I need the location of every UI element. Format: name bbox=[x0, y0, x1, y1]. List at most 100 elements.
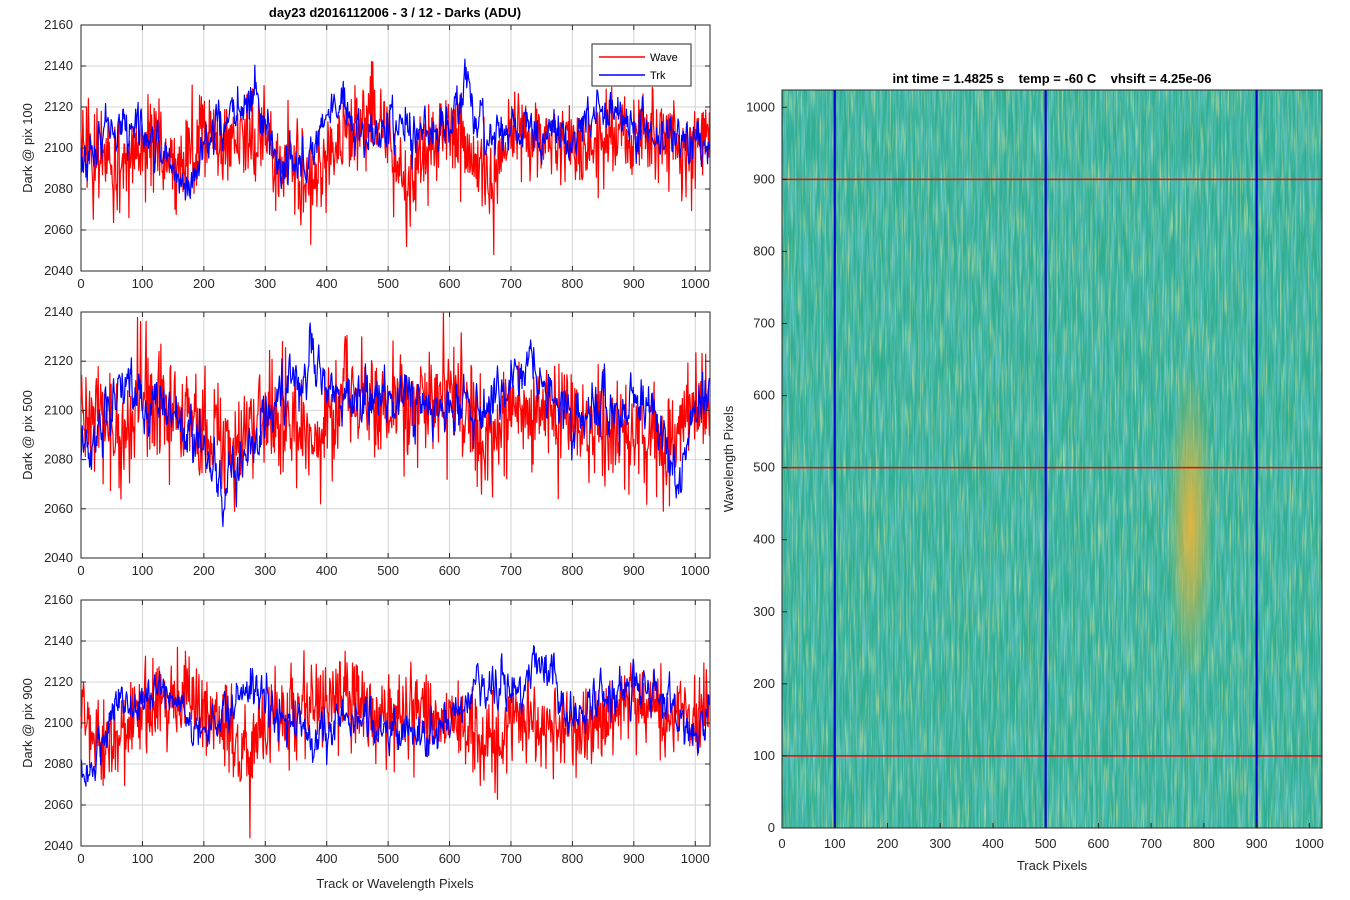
heatmap-x-tick-label: 400 bbox=[982, 836, 1004, 851]
panel2-y-ticks: 2040 2060 2080 2100 2120 2140 bbox=[44, 304, 710, 565]
heatmap-x-axis-label: Track Pixels bbox=[1017, 858, 1088, 873]
y-tick-label: 2080 bbox=[44, 756, 73, 771]
x-tick-label: 700 bbox=[500, 276, 522, 291]
x-tick-label: 600 bbox=[439, 563, 461, 578]
x-tick-label: 800 bbox=[562, 851, 584, 866]
panel2-x-ticks: 0 100 200 300 400 500 600 700 800 900 1000 bbox=[77, 312, 710, 578]
x-tick-label: 100 bbox=[132, 276, 154, 291]
heatmap-x-tick-label: 200 bbox=[877, 836, 899, 851]
heatmap-noise-warm bbox=[782, 90, 1322, 828]
panel1-title: day23 d2016112006 - 3 / 12 - Darks (ADU) bbox=[269, 5, 521, 20]
y-tick-label: 2080 bbox=[44, 181, 73, 196]
heatmap-x-tick-label: 700 bbox=[1140, 836, 1162, 851]
y-tick-label: 2040 bbox=[44, 263, 73, 278]
panel2-background bbox=[80, 311, 711, 559]
series-line-trk bbox=[80, 644, 710, 787]
heatmap-y-tick-label: 0 bbox=[768, 820, 775, 835]
series-line-trk bbox=[80, 58, 710, 201]
y-tick-label: 2120 bbox=[44, 99, 73, 114]
panel1-y-axis-label: Dark @ pix 100 bbox=[20, 103, 35, 193]
heatmap-y-tick-label: 900 bbox=[753, 171, 775, 186]
heatmap-y-tick-label: 200 bbox=[753, 676, 775, 691]
x-tick-label: 600 bbox=[439, 851, 461, 866]
legend-box bbox=[591, 43, 692, 87]
x-tick-label: 200 bbox=[193, 851, 215, 866]
x-tick-label: 0 bbox=[77, 563, 84, 578]
x-tick-label: 700 bbox=[500, 851, 522, 866]
panel3-y-axis-label: Dark @ pix 900 bbox=[20, 678, 35, 768]
panel-dark-pix-500: 0 100 200 300 400 500 600 700 800 900 1000 2040 206… bbox=[20, 304, 711, 578]
y-tick-label: 2100 bbox=[44, 140, 73, 155]
y-tick-label: 2040 bbox=[44, 838, 73, 853]
heatmap-x-tick-label: 500 bbox=[1035, 836, 1057, 851]
heatmap-x-tick-label: 100 bbox=[824, 836, 846, 851]
heatmap-image bbox=[782, 90, 1322, 828]
x-tick-label: 900 bbox=[623, 563, 645, 578]
x-tick-label: 300 bbox=[254, 851, 276, 866]
series-line-wave bbox=[80, 60, 710, 256]
x-tick-label: 900 bbox=[623, 276, 645, 291]
series-line-trk bbox=[80, 322, 710, 528]
y-tick-label: 2100 bbox=[44, 402, 73, 417]
heatmap-hotspot bbox=[1166, 359, 1215, 692]
x-tick-label: 1000 bbox=[681, 851, 710, 866]
x-tick-label: 200 bbox=[193, 563, 215, 578]
heatmap-y-tick-label: 700 bbox=[753, 316, 775, 331]
series-line-wave bbox=[80, 646, 710, 839]
heatmap-y-tick-label: 600 bbox=[753, 388, 775, 403]
heatmap-x-tick-label: 600 bbox=[1088, 836, 1110, 851]
x-tick-label: 800 bbox=[562, 563, 584, 578]
x-tick-label: 500 bbox=[377, 563, 399, 578]
heatmap-overlay-lines bbox=[782, 90, 1322, 828]
x-tick-label: 800 bbox=[562, 276, 584, 291]
panel2-series-lines bbox=[80, 311, 710, 528]
x-tick-label: 400 bbox=[316, 276, 338, 291]
x-tick-label: 200 bbox=[193, 276, 215, 291]
y-tick-label: 2060 bbox=[44, 797, 73, 812]
panel-heatmap: int time = 1.4825 s temp = -60 C vhsift … bbox=[721, 71, 1324, 873]
y-tick-label: 2100 bbox=[44, 715, 73, 730]
heatmap-title: int time = 1.4825 s temp = -60 C vhsift … bbox=[892, 71, 1211, 86]
x-tick-label: 1000 bbox=[681, 563, 710, 578]
x-tick-label: 0 bbox=[77, 851, 84, 866]
heatmap-y-tick-label: 1000 bbox=[746, 99, 775, 114]
panel-dark-pix-100: 0 100 200 300 400 500 600 700 800 900 1000 2040 206… bbox=[20, 5, 711, 291]
y-tick-label: 2160 bbox=[44, 17, 73, 32]
x-tick-label: 400 bbox=[316, 851, 338, 866]
heatmap-frame bbox=[781, 89, 1323, 829]
series-line-wave bbox=[80, 311, 710, 512]
y-tick-label: 2140 bbox=[44, 58, 73, 73]
x-tick-label: 1000 bbox=[681, 276, 710, 291]
legend-label-wave: Wave bbox=[650, 52, 678, 64]
heatmap-x-tick-label: 300 bbox=[929, 836, 951, 851]
y-tick-label: 2080 bbox=[44, 452, 73, 467]
heatmap-y-tick-label: 800 bbox=[753, 243, 775, 258]
x-tick-label: 100 bbox=[132, 563, 154, 578]
heatmap-y-axis-label: Wavelength Pixels bbox=[721, 405, 736, 512]
x-tick-label: 600 bbox=[439, 276, 461, 291]
y-tick-label: 2120 bbox=[44, 674, 73, 689]
x-tick-label: 500 bbox=[377, 276, 399, 291]
panel3-series-lines bbox=[80, 644, 710, 839]
panel3-y-ticks: 2040 2060 2080 2100 2120 2140 2160 bbox=[44, 592, 710, 853]
y-tick-label: 2120 bbox=[44, 353, 73, 368]
heatmap-x-tick-label: 1000 bbox=[1295, 836, 1324, 851]
heatmap-y-ticks: 0 100 200 300 400 500 600 700 800 900 1000 bbox=[746, 99, 787, 835]
y-tick-label: 2040 bbox=[44, 550, 73, 565]
panel-dark-pix-900: 0 100 200 300 400 500 600 700 800 900 1000 2040 206… bbox=[20, 592, 711, 891]
panel2-y-axis-label: Dark @ pix 500 bbox=[20, 390, 35, 480]
legend-label-trk: Trk bbox=[650, 70, 666, 82]
panel3-x-axis-label: Track or Wavelength Pixels bbox=[316, 876, 474, 891]
heatmap-y-tick-label: 400 bbox=[753, 532, 775, 547]
legend: Wave Trk bbox=[591, 43, 692, 87]
x-tick-label: 300 bbox=[254, 563, 276, 578]
heatmap-x-tick-label: 900 bbox=[1246, 836, 1268, 851]
x-tick-label: 300 bbox=[254, 276, 276, 291]
heatmap-x-ticks: 0 100 200 300 400 500 600 700 800 900 1000 bbox=[778, 823, 1324, 851]
x-tick-label: 400 bbox=[316, 563, 338, 578]
x-tick-label: 100 bbox=[132, 851, 154, 866]
panel1-y-ticks: 2040 2060 2080 2100 2120 2140 2160 bbox=[44, 17, 710, 278]
y-tick-label: 2160 bbox=[44, 592, 73, 607]
y-tick-label: 2140 bbox=[44, 633, 73, 648]
